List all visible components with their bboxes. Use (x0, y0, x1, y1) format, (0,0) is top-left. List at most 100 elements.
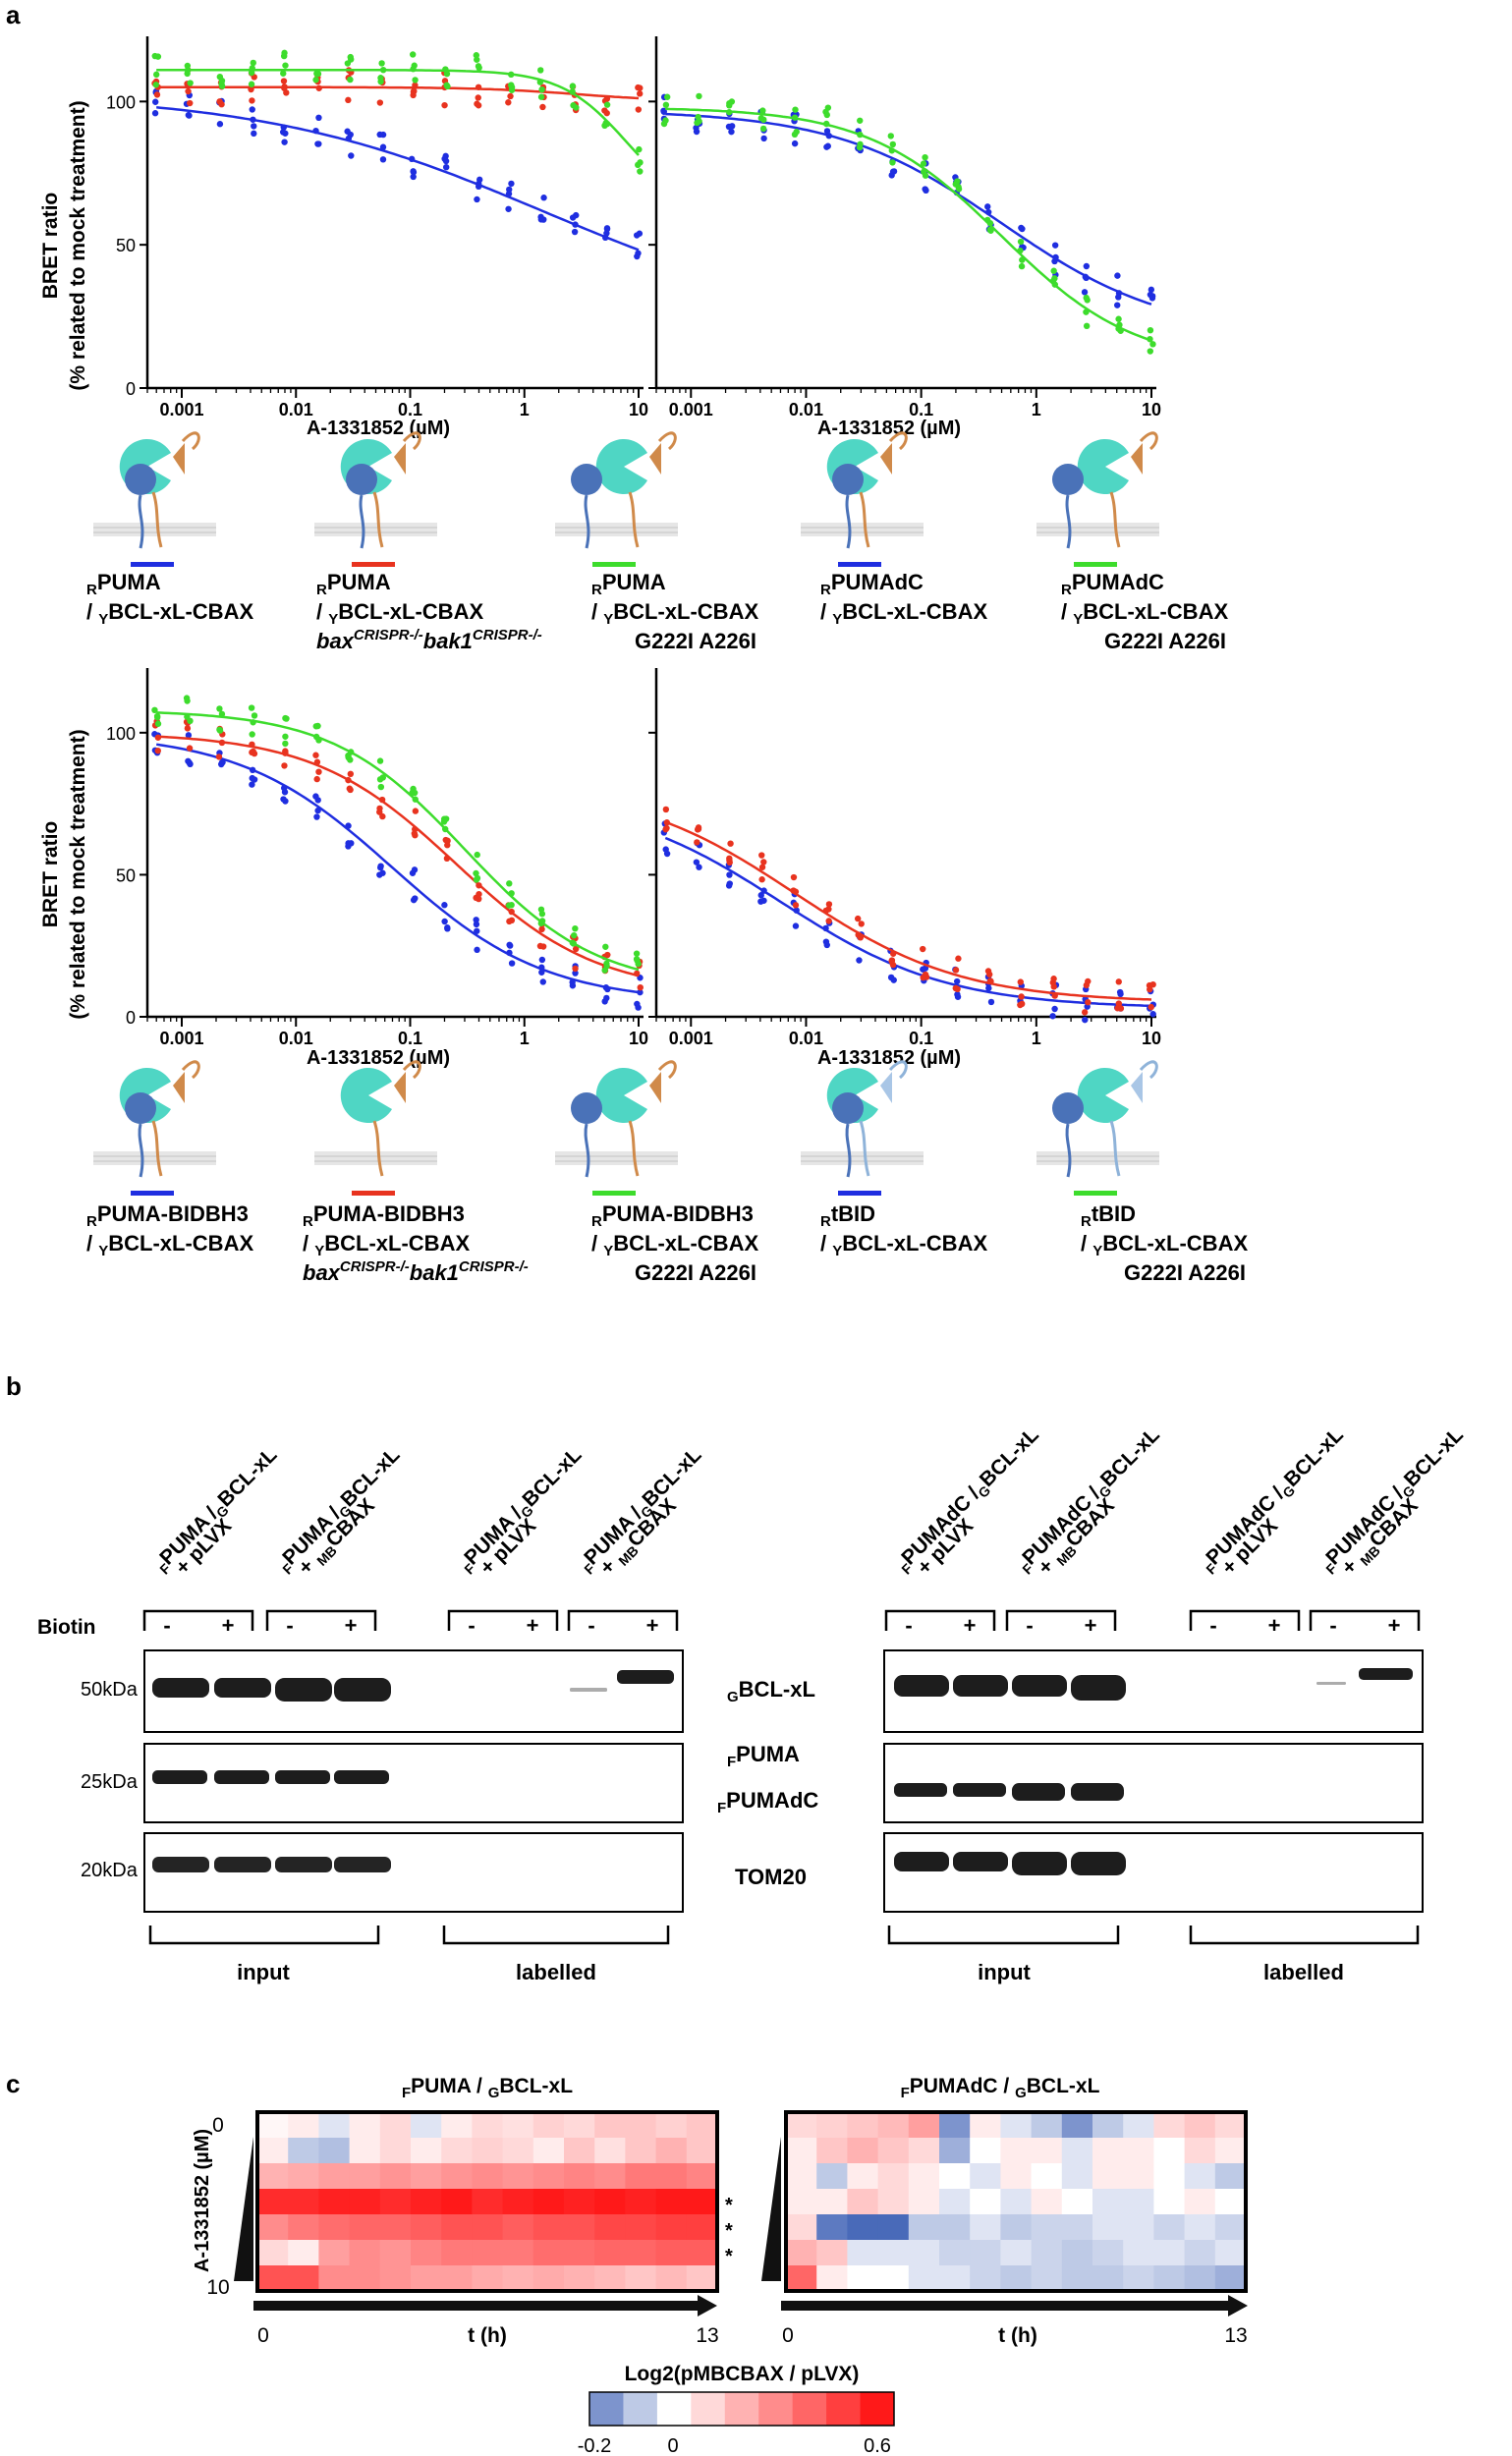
data-point (442, 825, 449, 833)
heatmap-cell (686, 2112, 718, 2139)
colorbar-segment (589, 2392, 624, 2426)
legend-line1: RPUMAdC (1061, 570, 1164, 598)
data-point (280, 52, 288, 60)
puma-tail-icon (1065, 494, 1072, 549)
data-point (474, 195, 480, 203)
heatmap-cell (379, 2138, 412, 2164)
data-point (1083, 274, 1090, 282)
data-point (662, 846, 669, 853)
data-point (506, 941, 513, 948)
colorbar-segment (691, 2392, 726, 2426)
heatmap-cell (877, 2112, 910, 2139)
legend-line1: RPUMA-BIDBH3 (303, 1201, 465, 1230)
heatmap-cell (786, 2112, 817, 2139)
data-point (443, 855, 451, 863)
legend-subscript: Y (98, 611, 108, 628)
heatmap-cell (441, 2240, 473, 2266)
legend-line2: / YBCL-xL-CBAX (86, 1231, 253, 1259)
heatmap-cell (379, 2163, 412, 2190)
heatmap-cell (502, 2189, 534, 2215)
data-point (281, 84, 288, 91)
data-point (505, 205, 512, 212)
series-color-bar (1074, 562, 1117, 567)
y-axis-label-line1: BRET ratio (39, 821, 62, 928)
data-point (760, 887, 767, 894)
legend-slash: / (303, 1231, 314, 1256)
data-point (1051, 281, 1058, 288)
biotin-label: Biotin (37, 1616, 95, 1639)
legend-gene: bax (316, 629, 355, 653)
biotin-plus: + (646, 1613, 659, 1638)
bh3-icon (649, 1072, 661, 1103)
data-point (153, 71, 160, 79)
legend-partner: BCL-xL-CBAX (108, 599, 253, 624)
heatmap-cell (1061, 2112, 1093, 2139)
series-color-bar (592, 562, 636, 567)
data-point (219, 758, 226, 766)
heatmap-cell (349, 2189, 381, 2215)
blot-tom20-right (883, 1832, 1424, 1913)
biotin-minus: - (286, 1613, 293, 1638)
heatmap-cell (441, 2214, 473, 2241)
data-point (1017, 978, 1024, 985)
panel-c-heatmaps: FPUMA / GBCL-xL FPUMAdC / GBCL-xL A-1331… (192, 2075, 1248, 2456)
data-point (601, 967, 608, 974)
legend-line1: RPUMA (86, 570, 161, 598)
heatmap-cell (970, 2240, 1001, 2266)
data-point (442, 66, 449, 73)
band-puma (214, 1770, 269, 1784)
heatmap-frame (255, 2110, 719, 2293)
mw-label-25: 25kDa (81, 1771, 139, 1793)
data-point (825, 901, 833, 908)
legend-subscript: R (303, 1213, 313, 1230)
data-point (571, 228, 579, 236)
data-point (345, 96, 352, 104)
heatmap-cell (502, 2112, 534, 2139)
legend-line3: G222I A226I (635, 629, 756, 653)
data-point (1018, 993, 1025, 1000)
data-point (151, 110, 159, 117)
data-point (474, 851, 480, 859)
data-point (920, 974, 926, 981)
data-point (506, 880, 513, 887)
data-point (726, 871, 733, 878)
band-gbcl (1012, 1675, 1067, 1697)
panel-label-c: c (6, 2069, 20, 2098)
bclxl-icon (595, 439, 647, 495)
heatmap-cell (288, 2240, 319, 2266)
data-point (1149, 341, 1156, 348)
heatmap-cell (686, 2214, 718, 2241)
heatmap-cell (877, 2138, 910, 2164)
fit-curve-2 (664, 820, 1152, 1001)
heatmap-cell (318, 2112, 351, 2139)
legend-slash: / (1081, 1231, 1092, 1256)
data-point (281, 762, 288, 769)
puma-icon (832, 464, 864, 495)
biotin-plus: + (345, 1613, 358, 1638)
biotin-minus: - (905, 1613, 912, 1638)
data-point (790, 873, 798, 881)
heatmap-cell (288, 2189, 319, 2215)
data-point (793, 128, 800, 136)
data-point (473, 917, 479, 923)
lane-group-label: FPUMA /GBCL-xL (574, 1443, 707, 1577)
heatmap-cell (908, 2265, 940, 2292)
lane-bracket (1005, 1609, 1117, 1631)
data-point (696, 92, 702, 100)
x-tick-label: 0.01 (279, 400, 313, 419)
legend-subscript: Y (832, 611, 842, 628)
heatmap-cell (847, 2189, 879, 2215)
data-point (635, 84, 642, 91)
data-point (218, 739, 226, 747)
data-point (1049, 1013, 1056, 1020)
data-point (569, 88, 576, 95)
label-part: BCL-xL (638, 1443, 705, 1511)
data-point (1081, 1009, 1089, 1016)
membrane-icon (93, 523, 216, 536)
data-point (444, 837, 451, 845)
data-point (662, 806, 670, 813)
data-point (441, 918, 448, 925)
heatmap-cell (1153, 2163, 1186, 2190)
band-gbcl-labelled (1359, 1668, 1413, 1680)
heatmap-cell (786, 2265, 817, 2292)
